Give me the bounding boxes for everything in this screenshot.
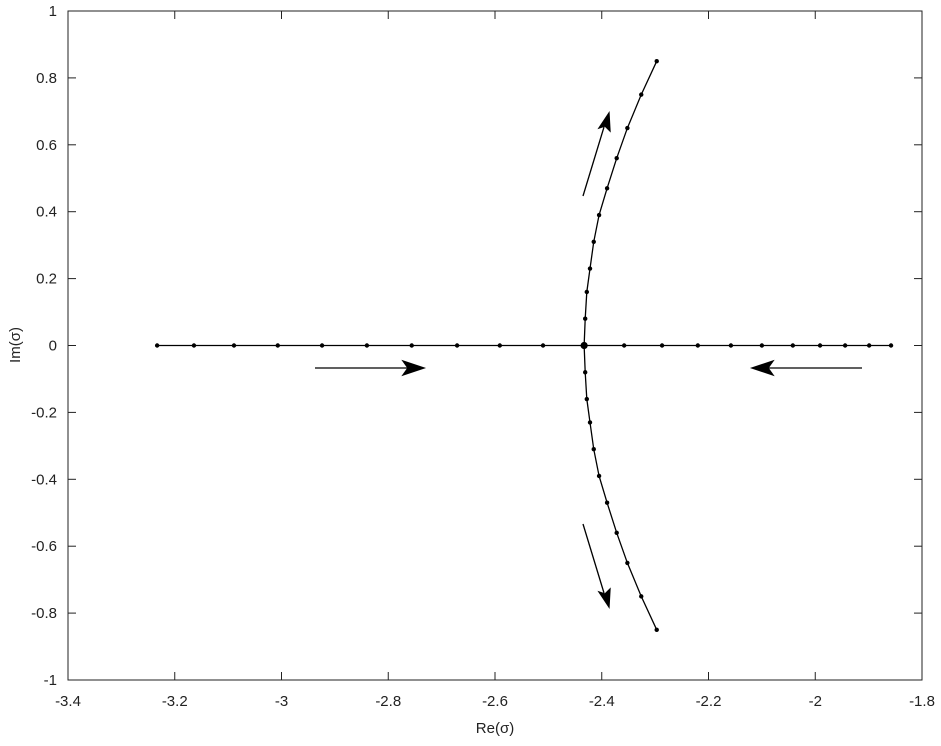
locus-point (497, 343, 503, 348)
locus-point (583, 316, 588, 321)
locus-point (695, 343, 701, 348)
locus-point (621, 343, 627, 348)
locus-point (584, 396, 590, 402)
locus-point (409, 343, 414, 348)
locus-point (596, 473, 602, 479)
locus-point (614, 530, 619, 536)
locus-point (231, 343, 237, 348)
locus-point (587, 266, 593, 271)
arrow-head (749, 359, 775, 377)
y-tick-label: -1 (44, 672, 57, 689)
locus-point (319, 343, 325, 348)
locus-point (659, 343, 665, 348)
locus-point (654, 627, 659, 633)
locus-point (639, 594, 644, 599)
locus-point (625, 125, 630, 131)
x-tick-label: -3.2 (162, 693, 188, 710)
x-axis-label: Re(σ) (476, 720, 514, 737)
x-tick-label: -2.8 (375, 693, 401, 710)
x-tick-label: -2.2 (696, 693, 722, 710)
x-tick-label: -3 (275, 693, 288, 710)
locus-point (454, 343, 460, 348)
x-tick-label: -2.4 (589, 693, 615, 710)
locus-point (591, 239, 596, 245)
x-tick-label: -1.8 (909, 693, 935, 710)
y-axis-label: Im(σ) (7, 327, 24, 363)
locus-line (583, 60, 658, 346)
locus-point (888, 343, 894, 348)
locus-point (842, 343, 848, 348)
locus-point (540, 343, 546, 348)
locus-point (587, 420, 593, 425)
locus-point (580, 342, 588, 349)
locus-point (364, 343, 370, 348)
locus-point (654, 58, 659, 64)
locus-point (596, 212, 602, 218)
y-tick-label: 0.2 (36, 271, 57, 288)
locus-point (154, 343, 160, 348)
y-tick-label: -0.2 (31, 404, 57, 421)
y-tick-label: 0.8 (36, 70, 57, 87)
locus-point (604, 186, 610, 191)
arrow (582, 126, 605, 197)
direction-arrows (315, 111, 862, 609)
x-tick-label: -3.4 (55, 693, 81, 710)
locus-point (275, 343, 280, 348)
locus-point (728, 343, 734, 348)
y-tick-label: -0.6 (31, 538, 57, 555)
locus-point (191, 343, 197, 348)
locus-point (817, 343, 823, 348)
arrow-head (597, 587, 611, 609)
arrow-head (401, 359, 427, 377)
arrow (582, 523, 605, 594)
arrow-head (597, 111, 611, 133)
locus-line (583, 345, 658, 631)
y-tick-label: 0 (49, 338, 57, 355)
y-tick-label: 0.6 (36, 137, 57, 154)
x-tick-label: -2 (809, 693, 822, 710)
y-tick-label: -0.4 (31, 471, 57, 488)
x-tick-label: -2.6 (482, 693, 508, 710)
locus-point (584, 289, 590, 295)
locus-point (639, 92, 644, 97)
locus-point (583, 370, 588, 375)
locus-point (790, 343, 796, 348)
locus-point (614, 155, 619, 161)
locus-point (625, 560, 630, 566)
y-tick-label: 1 (49, 3, 57, 20)
locus-point (591, 446, 596, 452)
locus-point (759, 343, 765, 348)
y-tick-label: -0.8 (31, 605, 57, 622)
locus-point (866, 343, 872, 348)
locus-point (604, 500, 610, 505)
y-tick-label: 0.4 (36, 204, 57, 221)
